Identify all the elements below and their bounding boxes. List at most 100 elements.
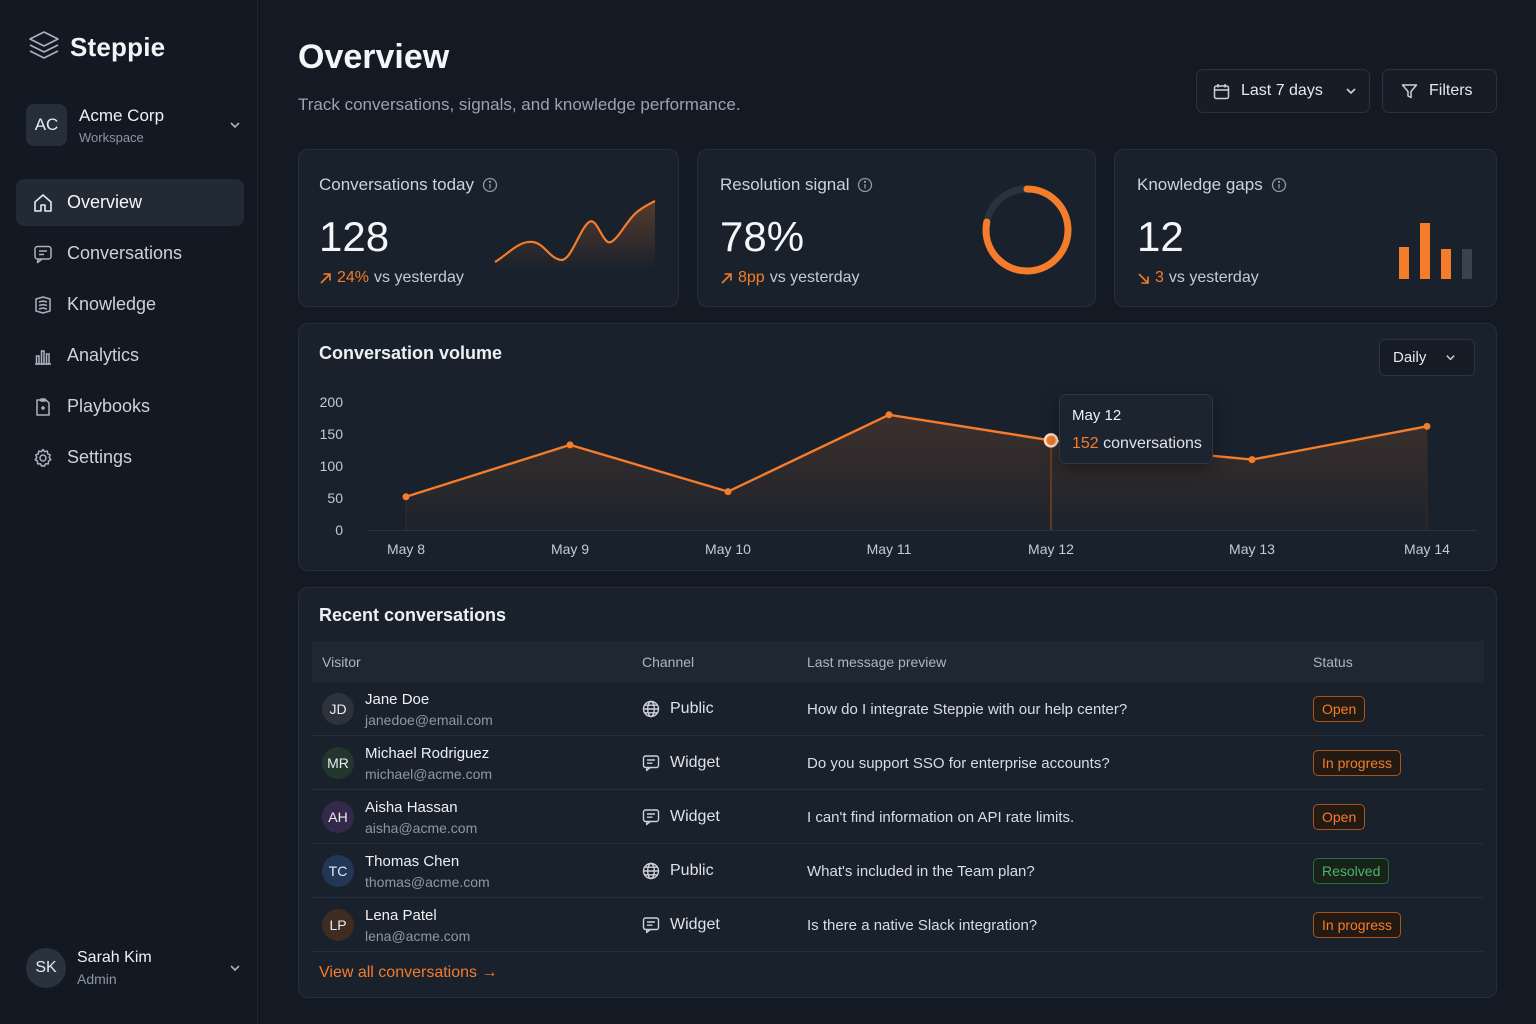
gaps-bar bbox=[1399, 247, 1409, 279]
stat-delta-label: vs yesterday bbox=[769, 269, 860, 286]
x-tick-label: May 14 bbox=[1404, 541, 1450, 557]
table-row[interactable]: MR Michael Rodriguez michael@acme.com Widge… bbox=[312, 736, 1484, 790]
stat-value: 12 bbox=[1137, 213, 1184, 260]
brand[interactable]: Steppie bbox=[28, 30, 165, 64]
gaps-bar bbox=[1420, 223, 1430, 279]
visitor-name: Thomas Chen bbox=[365, 853, 460, 870]
date-range-select[interactable]: Last 7 days bbox=[1196, 69, 1370, 113]
visitor-email: thomas@acme.com bbox=[365, 874, 490, 890]
stat-title: Resolution signal bbox=[720, 175, 850, 194]
y-tick-label: 200 bbox=[320, 394, 344, 410]
chart-tooltip: May 12 152 conversations bbox=[1059, 394, 1213, 464]
visitor-avatar: AH bbox=[322, 801, 354, 833]
widget-icon bbox=[642, 916, 660, 934]
x-tick-label: May 13 bbox=[1229, 541, 1275, 557]
x-tick-label: May 9 bbox=[551, 541, 589, 557]
playbook-icon bbox=[33, 397, 53, 417]
chevron-down-icon bbox=[228, 118, 242, 132]
data-point[interactable] bbox=[1423, 422, 1431, 430]
data-point[interactable] bbox=[1248, 456, 1256, 464]
data-point[interactable] bbox=[724, 488, 732, 496]
table-header: Visitor Channel Last message preview Sta… bbox=[312, 641, 1484, 682]
arrow-up-right-icon bbox=[720, 272, 733, 285]
stat-title: Knowledge gaps bbox=[1137, 175, 1263, 194]
visitor-name: Lena Patel bbox=[365, 907, 437, 924]
visitor-email: lena@acme.com bbox=[365, 928, 471, 944]
gear-icon bbox=[33, 448, 53, 468]
nav-item-playbooks[interactable]: Playbooks bbox=[16, 383, 244, 430]
sidebar: Steppie AC Acme Corp Workspace Overview … bbox=[0, 0, 258, 1024]
granularity-label: Daily bbox=[1393, 349, 1427, 366]
data-point[interactable] bbox=[402, 493, 410, 501]
visitor-email: janedoe@email.com bbox=[365, 712, 493, 728]
nav-label: Settings bbox=[67, 447, 133, 467]
page-subtitle: Track conversations, signals, and knowle… bbox=[298, 95, 741, 114]
chart-title: Conversation volume bbox=[319, 343, 503, 363]
user-name: Sarah Kim bbox=[77, 949, 152, 966]
workspace-switcher[interactable]: AC Acme Corp Workspace bbox=[26, 102, 242, 148]
col-status: Status bbox=[1313, 654, 1353, 670]
gaps-bar bbox=[1441, 249, 1451, 279]
visitor-name: Aisha Hassan bbox=[365, 799, 458, 816]
data-point[interactable] bbox=[566, 441, 574, 449]
y-tick-label: 100 bbox=[320, 458, 344, 474]
message-preview: Do you support SSO for enterprise accoun… bbox=[807, 755, 1110, 772]
tooltip-value: 152 bbox=[1072, 435, 1099, 452]
visitor-name: Michael Rodriguez bbox=[365, 745, 490, 762]
data-point[interactable] bbox=[885, 411, 893, 419]
view-all-link[interactable]: View all conversations → bbox=[319, 964, 498, 981]
workspace-label: Workspace bbox=[79, 129, 144, 145]
nav-label: Playbooks bbox=[67, 396, 151, 416]
data-point-highlight[interactable] bbox=[1043, 433, 1059, 448]
user-menu[interactable]: SK Sarah Kim Admin bbox=[26, 946, 242, 990]
tooltip-date: May 12 bbox=[1072, 407, 1122, 424]
nav-item-overview[interactable]: Overview bbox=[16, 179, 244, 226]
main-nav: Overview Conversations Knowledge Analyti… bbox=[16, 179, 244, 485]
series-area bbox=[406, 414, 1427, 530]
table-row[interactable]: TC Thomas Chen thomas@acme.com Public What's… bbox=[312, 844, 1484, 898]
stat-delta-label: vs yesterday bbox=[374, 269, 464, 286]
nav-item-conversations[interactable]: Conversations bbox=[16, 230, 244, 277]
stat-card-gaps: Knowledge gaps 12 3 vs yesterday bbox=[1114, 149, 1497, 307]
table-row[interactable]: AH Aisha Hassan aisha@acme.com Widget I can'… bbox=[312, 790, 1484, 844]
stat-delta-label: vs yesterday bbox=[1168, 269, 1259, 286]
chevron-down-icon bbox=[1344, 84, 1358, 98]
message-preview: What's included in the Team plan? bbox=[807, 863, 1035, 880]
arrow-down-right-icon bbox=[1137, 272, 1150, 285]
info-icon[interactable] bbox=[482, 177, 498, 193]
nav-label: Knowledge bbox=[67, 294, 157, 314]
info-icon[interactable] bbox=[857, 177, 873, 193]
info-icon[interactable] bbox=[1271, 177, 1287, 193]
chevron-down-icon bbox=[228, 961, 242, 975]
visitor-avatar: JD bbox=[322, 693, 354, 725]
y-tick-label: 50 bbox=[327, 490, 343, 506]
chat-icon bbox=[33, 244, 53, 264]
tooltip-suffix: conversations bbox=[1103, 435, 1202, 452]
status-badge: Resolved bbox=[1313, 858, 1390, 884]
volume-chart: 0 50 100 150 200 May 8 May 9 May 10 May 11 May 12… bbox=[320, 394, 1477, 557]
workspace-avatar: AC bbox=[26, 104, 67, 146]
volume-card: Conversation volume Daily 0 50 100 150 200 Ma… bbox=[298, 323, 1497, 571]
x-tick-label: May 8 bbox=[387, 541, 425, 557]
nav-item-settings[interactable]: Settings bbox=[16, 434, 244, 481]
globe-icon bbox=[642, 862, 660, 880]
bar-chart-icon bbox=[33, 346, 53, 366]
visitor-avatar: LP bbox=[322, 909, 354, 941]
x-tick-label: May 12 bbox=[1028, 541, 1074, 557]
date-range-label: Last 7 days bbox=[1241, 82, 1323, 99]
table-row[interactable]: JD Jane Doe janedoe@email.com Public How do … bbox=[312, 682, 1484, 736]
table-row[interactable]: LP Lena Patel lena@acme.com Widget Is there … bbox=[312, 898, 1484, 952]
channel-label: Widget bbox=[670, 808, 720, 825]
visitor-name: Jane Doe bbox=[365, 691, 430, 708]
visitor-email: aisha@acme.com bbox=[365, 820, 478, 836]
nav-item-knowledge[interactable]: Knowledge bbox=[16, 281, 244, 328]
granularity-select[interactable]: Daily bbox=[1379, 339, 1475, 376]
user-role: Admin bbox=[77, 971, 117, 987]
nav-item-analytics[interactable]: Analytics bbox=[16, 332, 244, 379]
x-tick-label: May 11 bbox=[867, 541, 912, 557]
filters-button[interactable]: Filters bbox=[1382, 69, 1497, 113]
nav-label: Overview bbox=[67, 192, 143, 212]
status-badge: In progress bbox=[1313, 912, 1402, 938]
y-tick-label: 150 bbox=[320, 426, 344, 442]
status-badge: In progress bbox=[1313, 750, 1402, 776]
